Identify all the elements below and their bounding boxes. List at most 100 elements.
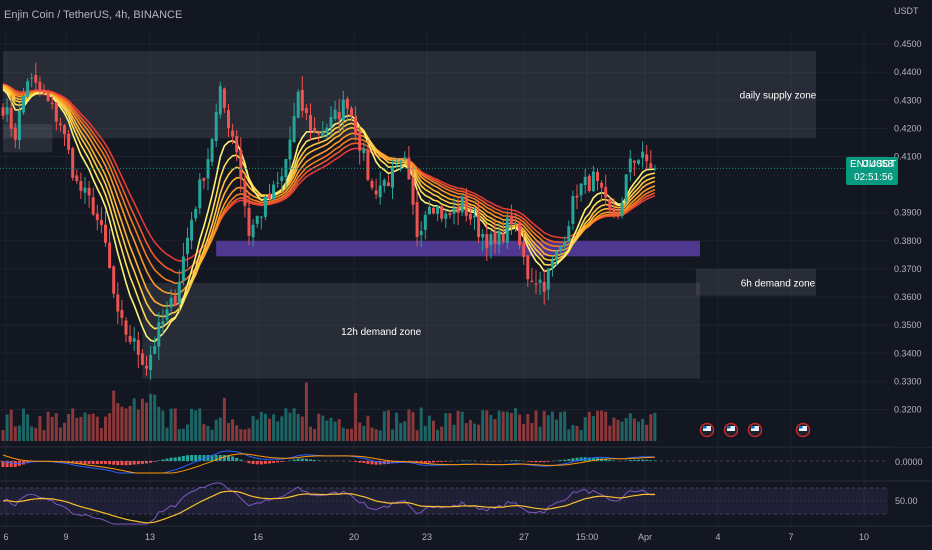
candle-body xyxy=(374,190,378,195)
macd-histogram-bar xyxy=(419,461,423,464)
event-marker-flag-canton xyxy=(727,426,731,429)
macd-histogram-bar xyxy=(128,461,132,466)
candle-body xyxy=(235,135,239,153)
candle-body xyxy=(456,206,460,213)
volume-bar xyxy=(403,421,407,441)
volume-bar xyxy=(391,429,394,441)
macd-histogram-bar xyxy=(645,459,649,461)
volume-bar xyxy=(493,418,497,441)
candle-body xyxy=(591,171,595,192)
volume-bar xyxy=(485,410,489,441)
candles xyxy=(1,62,657,380)
time-tick-label: 4 xyxy=(715,532,720,542)
volume-bar xyxy=(124,408,128,441)
candle-body xyxy=(329,116,333,128)
candle-body xyxy=(362,148,366,154)
candle-body xyxy=(153,346,157,354)
ema-ribbon-line xyxy=(2,83,656,262)
volume-bar xyxy=(128,406,132,441)
candle-body xyxy=(546,268,550,290)
volume-bar xyxy=(116,402,120,441)
candle-body xyxy=(423,214,427,230)
volume-bar xyxy=(255,419,259,441)
volume-bar xyxy=(600,410,604,441)
time-tick-label: 10 xyxy=(859,532,869,542)
volume-bar xyxy=(628,413,632,441)
volume-bar xyxy=(235,425,239,441)
candle-body xyxy=(583,176,587,186)
macd-histogram-bar xyxy=(575,457,579,461)
volume-bar xyxy=(407,409,411,441)
price-tag-symbol: ENJUSDT xyxy=(850,159,897,170)
candle-body xyxy=(1,107,5,116)
macd-histogram-bar xyxy=(235,457,239,461)
macd-histogram-bar xyxy=(378,461,382,465)
candle-body xyxy=(345,98,349,109)
volume-bar xyxy=(362,425,366,441)
volume-bar xyxy=(63,422,66,441)
event-markers xyxy=(699,422,811,438)
macd-histogram-bar xyxy=(173,457,177,461)
macd-histogram-bar xyxy=(444,461,448,462)
candle-body xyxy=(596,172,599,182)
ema-ribbon-line xyxy=(2,84,656,296)
candle-body xyxy=(140,353,144,365)
volume-bar xyxy=(202,424,206,441)
volume-bar xyxy=(411,412,415,441)
volume-bar xyxy=(632,418,636,441)
volume-bar xyxy=(132,398,136,441)
currency-label: USDT xyxy=(894,6,919,16)
macd-histogram-bar xyxy=(149,461,153,463)
volume-bar xyxy=(38,416,42,441)
event-marker-flag xyxy=(751,426,759,431)
time-tick-label: 23 xyxy=(422,532,432,542)
macd-histogram-bar xyxy=(300,458,304,461)
volume-bar xyxy=(26,414,30,441)
volume-bar xyxy=(284,408,288,441)
candle-body xyxy=(444,213,448,219)
macd-histogram-bar xyxy=(132,461,136,465)
candle-body xyxy=(399,160,403,163)
candle-body xyxy=(218,86,222,115)
rsi-ma-line xyxy=(2,490,655,524)
candle-body xyxy=(419,230,423,236)
candle-body xyxy=(403,157,407,160)
macd-histogram-bar xyxy=(136,461,140,465)
volume-bar xyxy=(87,414,91,441)
rsi-axis-label: 50.00 xyxy=(895,496,918,506)
macd-histogram-bar xyxy=(440,461,444,462)
candle-body xyxy=(632,160,636,163)
volume-bar xyxy=(280,416,284,441)
candle-body xyxy=(612,208,616,215)
candle-body xyxy=(378,185,382,198)
macd-histogram-bar xyxy=(116,461,120,466)
volume-bar xyxy=(325,420,329,441)
macd-histogram-bar xyxy=(362,461,366,463)
time-tick-label: 15:00 xyxy=(576,532,599,542)
candle-body xyxy=(620,202,624,216)
macd-histogram-bar xyxy=(567,459,571,461)
candle-body xyxy=(493,231,497,244)
macd-histogram-bar xyxy=(559,460,563,461)
volume-bar xyxy=(181,428,185,441)
zone-rect xyxy=(3,51,816,139)
price-axis-bg xyxy=(890,0,932,447)
volume-bar xyxy=(95,416,99,441)
macd-histogram-bar xyxy=(354,461,358,462)
candle-body xyxy=(54,103,58,122)
macd-histogram-bar xyxy=(227,455,230,461)
volume-bar xyxy=(30,426,34,441)
volume-bar xyxy=(140,398,144,441)
volume-bar xyxy=(641,418,645,441)
macd-histogram-bar xyxy=(407,461,411,462)
candle-body xyxy=(71,148,75,178)
candle-body xyxy=(214,112,218,142)
macd-histogram-bar xyxy=(571,458,575,461)
candle-body xyxy=(46,91,50,102)
candle-body xyxy=(473,215,476,218)
volume-bar xyxy=(198,408,202,441)
volume-bar xyxy=(186,424,189,441)
macd-histogram-bar xyxy=(370,461,374,465)
macd-histogram-bar xyxy=(161,459,165,461)
